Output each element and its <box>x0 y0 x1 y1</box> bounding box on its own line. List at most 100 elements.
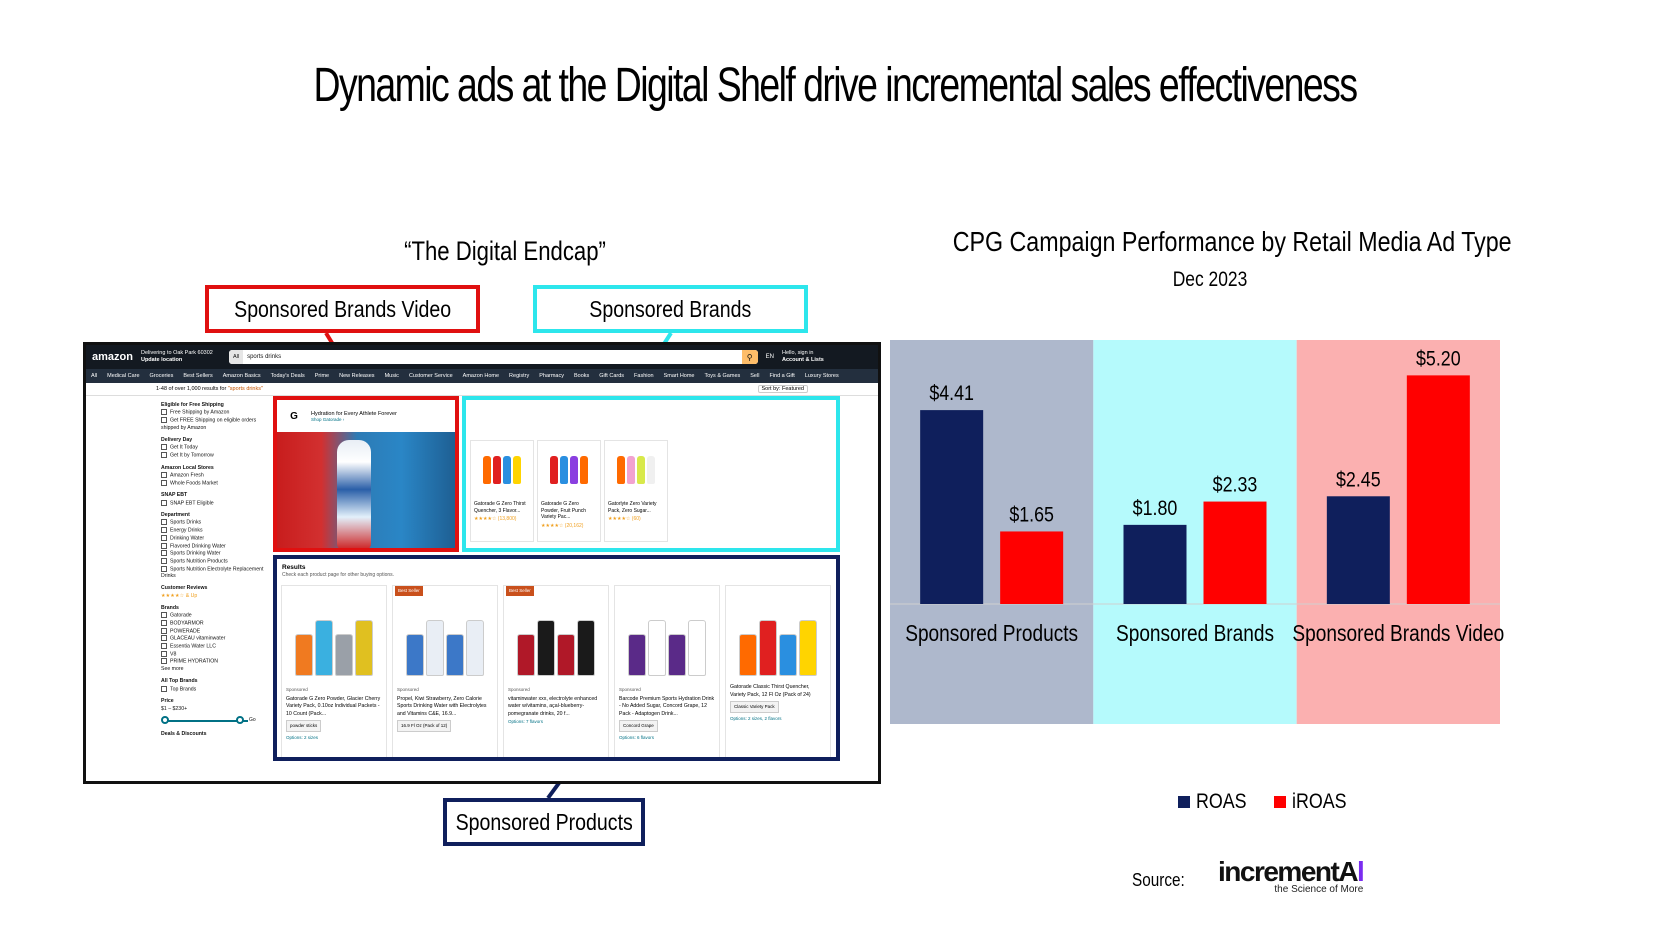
nav-item[interactable]: Groceries <box>149 373 174 379</box>
search-input[interactable]: sports drinks <box>247 354 282 360</box>
nav-item[interactable]: Sell <box>750 373 760 379</box>
nav-item[interactable]: New Releases <box>339 373 375 379</box>
filter-option[interactable]: See more <box>161 666 271 673</box>
checkbox[interactable] <box>161 685 167 692</box>
nav-item[interactable]: Best Sellers <box>183 373 213 379</box>
sp-product-card[interactable]: Gatorade Classic Thirst Quencher, Variet… <box>725 585 831 757</box>
sp-product-title[interactable]: vitaminwater xxx, electrolyte enhanced w… <box>508 695 598 717</box>
sp-product-title[interactable]: Barcode Premium Sports Hydration Drink -… <box>619 695 715 717</box>
options-link[interactable]: Options: 2 sizes <box>286 734 319 740</box>
sbv-video-player[interactable] <box>277 432 455 548</box>
checkbox[interactable] <box>161 527 167 534</box>
sponsored-brands-video-ad[interactable]: G Hydration for Every Athlete Forever Sh… <box>273 396 459 552</box>
options-link[interactable]: Options: 7 flavors <box>508 719 544 724</box>
checkbox[interactable] <box>161 499 167 506</box>
filter-option[interactable]: Sports Nutrition Products <box>161 557 271 566</box>
amazon-logo[interactable]: amazon <box>92 351 133 363</box>
nav-item[interactable]: Customer Service <box>408 373 453 379</box>
sp-product-card[interactable]: Sponsored Gatorade G Zero Powder, Glacier… <box>281 585 387 757</box>
nav-item[interactable]: Today's Deals <box>270 373 305 379</box>
checkbox[interactable] <box>161 409 167 416</box>
sb-product-card[interactable]: Gatorlyte Zero Variety Pack, Zero Sugar.… <box>604 440 668 542</box>
options-link[interactable]: Options: 2 sizes, 2 flavors <box>730 715 782 721</box>
checkbox[interactable] <box>161 479 167 486</box>
nav-item[interactable]: Books <box>573 373 590 379</box>
filter-option[interactable]: Drinking Water <box>161 534 271 543</box>
nav-item[interactable]: Smart Home <box>663 373 695 379</box>
nav-item[interactable]: Fashion <box>634 373 654 379</box>
filter-option[interactable]: Gatorade <box>161 612 271 620</box>
filter-option[interactable]: Get FREE Shipping on eligible orders shi… <box>161 416 271 432</box>
sp-product-card[interactable]: Sponsored Barcode Premium Sports Hydratio… <box>614 585 720 757</box>
filter-option[interactable]: Top Brands <box>161 685 271 694</box>
nav-item[interactable]: Gift Cards <box>599 373 625 379</box>
nav-item[interactable]: Toys & Games <box>704 373 741 379</box>
filter-option[interactable]: SNAP EBT Eligible <box>161 499 271 508</box>
sb-product-card[interactable]: Gatorade G Zero Thirst Quencher, 3 Flavo… <box>470 440 534 542</box>
sp-product-title[interactable]: Gatorade G Zero Powder, Glacier Cherry V… <box>286 695 381 717</box>
filter-option[interactable]: GLACEAU vitaminwater <box>161 635 271 643</box>
price-go-button[interactable]: Go <box>249 716 256 723</box>
checkbox[interactable] <box>161 451 167 458</box>
checkbox[interactable] <box>161 444 167 451</box>
filter-option[interactable]: $1 – $230+ <box>161 706 271 713</box>
variant-pill[interactable]: powder sticks <box>286 720 322 732</box>
filter-option[interactable]: ★★★★☆ & Up <box>161 593 271 600</box>
nav-item[interactable]: Registry <box>509 373 530 379</box>
filter-option[interactable]: Essentia Water LLC <box>161 643 271 651</box>
search-category[interactable]: All <box>228 350 244 364</box>
sp-product-card[interactable]: Best Seller Sponsored Propel, Kiwi Strawbe… <box>392 585 498 757</box>
filter-option[interactable]: Whole Foods Market <box>161 479 271 488</box>
price-slider[interactable]: Go <box>161 715 256 726</box>
variant-pill[interactable]: 16.9 Fl Oz (Pack of 12) <box>397 720 452 732</box>
search-icon[interactable]: ⚲ <box>741 350 758 364</box>
checkbox[interactable] <box>161 557 167 564</box>
checkbox[interactable] <box>161 650 167 657</box>
nav-item[interactable]: Pharmacy <box>539 373 564 379</box>
checkbox[interactable] <box>161 519 167 526</box>
sponsored-brands-ad[interactable]: Gatorade G Zero Thirst Quencher, 3 Flavo… <box>462 396 840 552</box>
variant-pill[interactable]: Classic Variety Pack <box>730 701 779 713</box>
nav-item[interactable]: Medical Care <box>107 373 140 379</box>
variant-pill[interactable]: Concord Grape <box>619 720 658 732</box>
checkbox[interactable] <box>161 643 167 650</box>
checkbox[interactable] <box>161 627 167 634</box>
checkbox[interactable] <box>161 635 167 642</box>
filter-option[interactable]: Get It Today <box>161 444 271 452</box>
language-selector[interactable]: EN <box>765 354 774 360</box>
nav-item[interactable]: Luxury Stores <box>804 373 839 379</box>
filter-option[interactable]: PRIME HYDRATION <box>161 658 271 666</box>
filter-option[interactable]: Sports Nutrition Electrolyte Replacement… <box>161 565 271 581</box>
nav-item[interactable]: All <box>91 373 98 379</box>
checkbox[interactable] <box>161 471 167 478</box>
filter-option[interactable]: Free Shipping by Amazon <box>161 409 271 417</box>
checkbox[interactable] <box>161 416 167 423</box>
checkbox[interactable] <box>161 542 167 549</box>
sp-product-title[interactable]: Propel, Kiwi Strawberry, Zero Calorie Sp… <box>397 695 487 717</box>
checkbox[interactable] <box>161 612 167 619</box>
sort-dropdown[interactable]: Sort by: Featured <box>757 385 808 393</box>
checkbox[interactable] <box>161 550 167 557</box>
nav-item[interactable]: Prime <box>314 373 330 379</box>
checkbox[interactable] <box>161 658 167 665</box>
account-menu[interactable]: Hello, sign in Account & Lists <box>782 350 872 364</box>
search-bar[interactable]: All sports drinks ⚲ <box>228 350 758 364</box>
checkbox[interactable] <box>161 620 167 627</box>
nav-item[interactable]: Amazon Basics <box>222 373 261 379</box>
sbv-link[interactable]: Shop Gatorade › <box>311 416 345 422</box>
checkbox[interactable] <box>161 565 167 572</box>
nav-item[interactable]: Find a Gift <box>769 373 795 379</box>
sp-product-card[interactable]: Best Seller Sponsored vitaminwater xxx, el… <box>503 585 609 757</box>
nav-item[interactable]: Amazon Home <box>462 373 500 379</box>
filter-option[interactable]: Energy Drinks <box>161 527 271 535</box>
checkbox[interactable] <box>161 534 167 541</box>
options-link[interactable]: Options: 6 flavors <box>619 734 655 740</box>
sb-product-card[interactable]: Gatorade G Zero Powder, Fruit Punch Vari… <box>537 440 601 542</box>
delivery-location[interactable]: Delivering to Oak Park 60302 Update loca… <box>141 350 221 364</box>
filter-option[interactable]: BODYARMOR <box>161 620 271 628</box>
filter-option[interactable]: POWERADE <box>161 627 271 636</box>
nav-item[interactable]: Music <box>384 373 399 379</box>
filter-option[interactable]: Flavored Drinking Water <box>161 542 271 551</box>
filter-option[interactable]: Get It by Tomorrow <box>161 451 271 460</box>
filter-option[interactable]: V8 <box>161 650 271 659</box>
